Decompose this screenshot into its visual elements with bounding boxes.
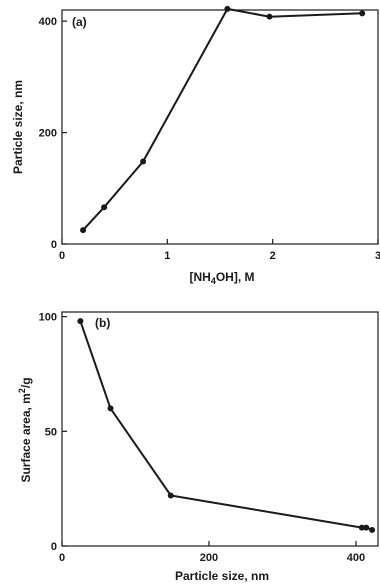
series-line-a <box>82 7 363 231</box>
y-axis-title-b: Surface area, m2/g <box>17 377 33 482</box>
series-b <box>77 318 376 533</box>
y-tick-label-a-1: 200 <box>39 128 57 140</box>
x-tick-label-b-2: 400 <box>347 552 365 564</box>
panel-b: (b) 0 200 400 0 50 100 Particle size, nm Surf… <box>17 311 379 583</box>
data-point-a-5 <box>359 10 366 17</box>
data-point-b-1 <box>107 405 114 412</box>
data-point-b-3 <box>358 524 365 531</box>
y-axis-title-b-tail: /g <box>19 377 33 388</box>
y-axis-title-a: Particle size, nm <box>11 80 25 174</box>
plot-frame-a <box>61 9 379 245</box>
data-point-a-2 <box>140 158 147 165</box>
data-point-a-3 <box>224 5 231 12</box>
x-axis-title-a: [NH4OH], M <box>189 270 254 286</box>
data-point-b-0 <box>77 318 84 325</box>
x-tick-label-b-1: 200 <box>200 552 218 564</box>
ticks-b: 0 200 400 0 50 100 <box>39 312 365 564</box>
y-tick-label-a-2: 400 <box>39 16 57 28</box>
x-tick-label-a-0: 0 <box>59 250 65 262</box>
data-point-b-2 <box>167 492 174 499</box>
data-point-a-4 <box>266 13 273 20</box>
x-axis-title-a-main: [NH <box>189 270 210 284</box>
y-axis-title-b-main: Surface area, m <box>19 393 33 482</box>
panel-label-a: (a) <box>72 15 87 29</box>
series-line-b <box>79 320 373 531</box>
x-tick-label-a-2: 2 <box>270 250 276 262</box>
y-tick-label-b-2: 100 <box>39 312 57 324</box>
data-point-a-0 <box>80 227 87 234</box>
panel-a: (a) 0 1 2 3 0 200 400 [NH4OH], M Particle size… <box>11 5 380 286</box>
y-tick-label-a-0: 0 <box>51 239 57 251</box>
x-axis-title-a-tail: OH], M <box>216 270 255 284</box>
y-tick-label-b-1: 50 <box>45 426 57 438</box>
y-axis-title-b-sup: 2 <box>17 388 27 393</box>
x-axis-title-a-sub: 4 <box>211 276 216 286</box>
x-tick-label-b-0: 0 <box>59 552 65 564</box>
x-tick-label-a-1: 1 <box>164 250 170 262</box>
x-axis-title-b: Particle size, nm <box>175 569 269 583</box>
data-point-b-5 <box>369 526 376 533</box>
panel-label-b: (b) <box>95 316 110 330</box>
series-a <box>80 5 366 234</box>
y-tick-label-b-0: 0 <box>51 541 57 553</box>
data-point-a-1 <box>101 204 108 211</box>
data-point-b-4 <box>363 524 370 531</box>
plot-frame-b <box>61 311 379 547</box>
x-tick-label-a-3: 3 <box>375 250 380 262</box>
ticks-a: 0 1 2 3 0 200 400 <box>39 16 380 262</box>
